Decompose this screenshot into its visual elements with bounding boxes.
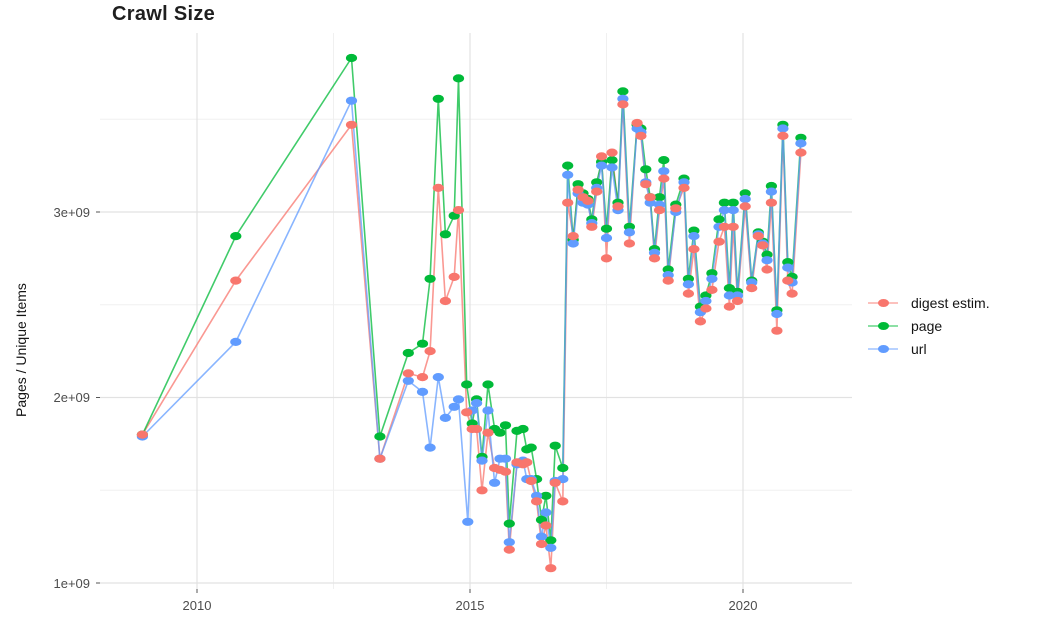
legend-label-page: page bbox=[911, 317, 943, 334]
legend-item-page[interactable]: page bbox=[868, 314, 990, 337]
y-tick-label-3e09: 3e+09 bbox=[53, 205, 90, 220]
legend-key-digest bbox=[868, 296, 898, 310]
legend-label-url: url bbox=[911, 340, 927, 357]
legend: digest estim. page url bbox=[868, 291, 990, 360]
legend-item-url[interactable]: url bbox=[868, 337, 990, 360]
x-tick-label-2010: 2010 bbox=[182, 598, 212, 613]
x-tick-label-2015: 2015 bbox=[455, 598, 485, 613]
x-tick-label-2020: 2020 bbox=[728, 598, 758, 613]
legend-item-digest[interactable]: digest estim. bbox=[868, 291, 990, 314]
legend-key-url bbox=[868, 342, 898, 356]
y-tick-label-2e09: 2e+09 bbox=[53, 390, 90, 405]
y-axis-title: Pages / Unique Items bbox=[13, 283, 29, 417]
legend-key-page bbox=[868, 319, 898, 333]
legend-label-digest: digest estim. bbox=[911, 294, 990, 311]
y-tick-label-1e09: 1e+09 bbox=[53, 576, 90, 591]
chart-title: Crawl Size bbox=[112, 3, 216, 25]
